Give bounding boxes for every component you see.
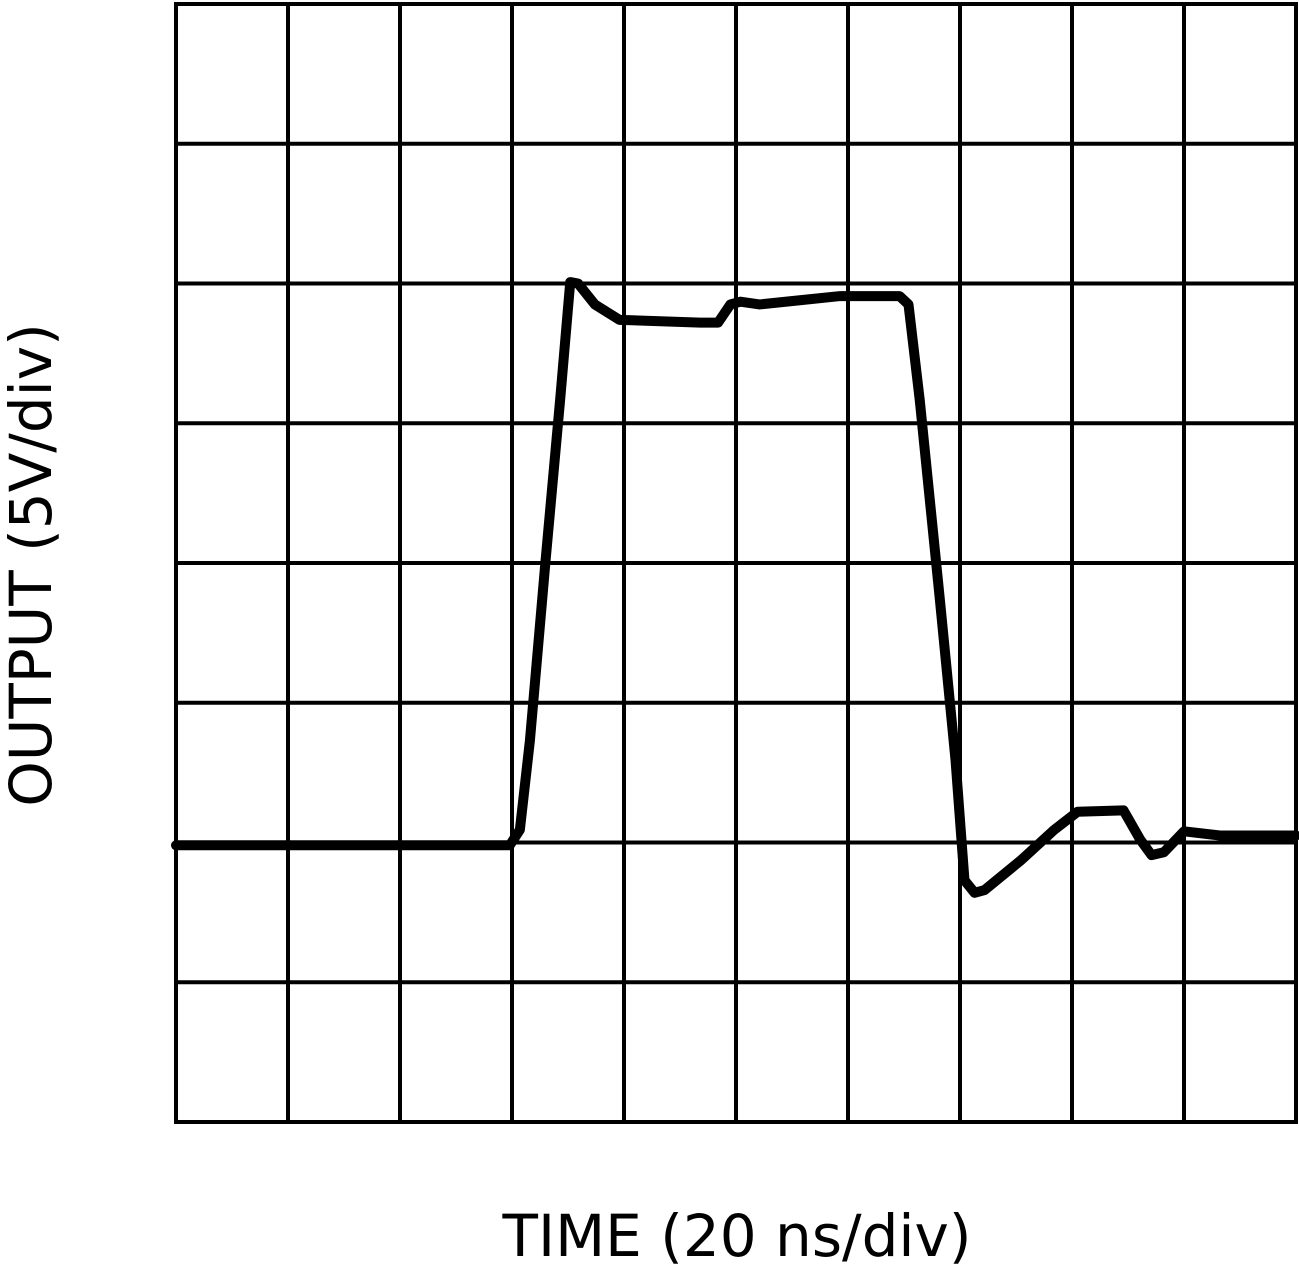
y-axis-label: OUTPUT (5V/div) — [0, 323, 65, 806]
trace — [171, 277, 1299, 898]
x-axis-label: TIME (20 ns/div) — [502, 1202, 972, 1270]
